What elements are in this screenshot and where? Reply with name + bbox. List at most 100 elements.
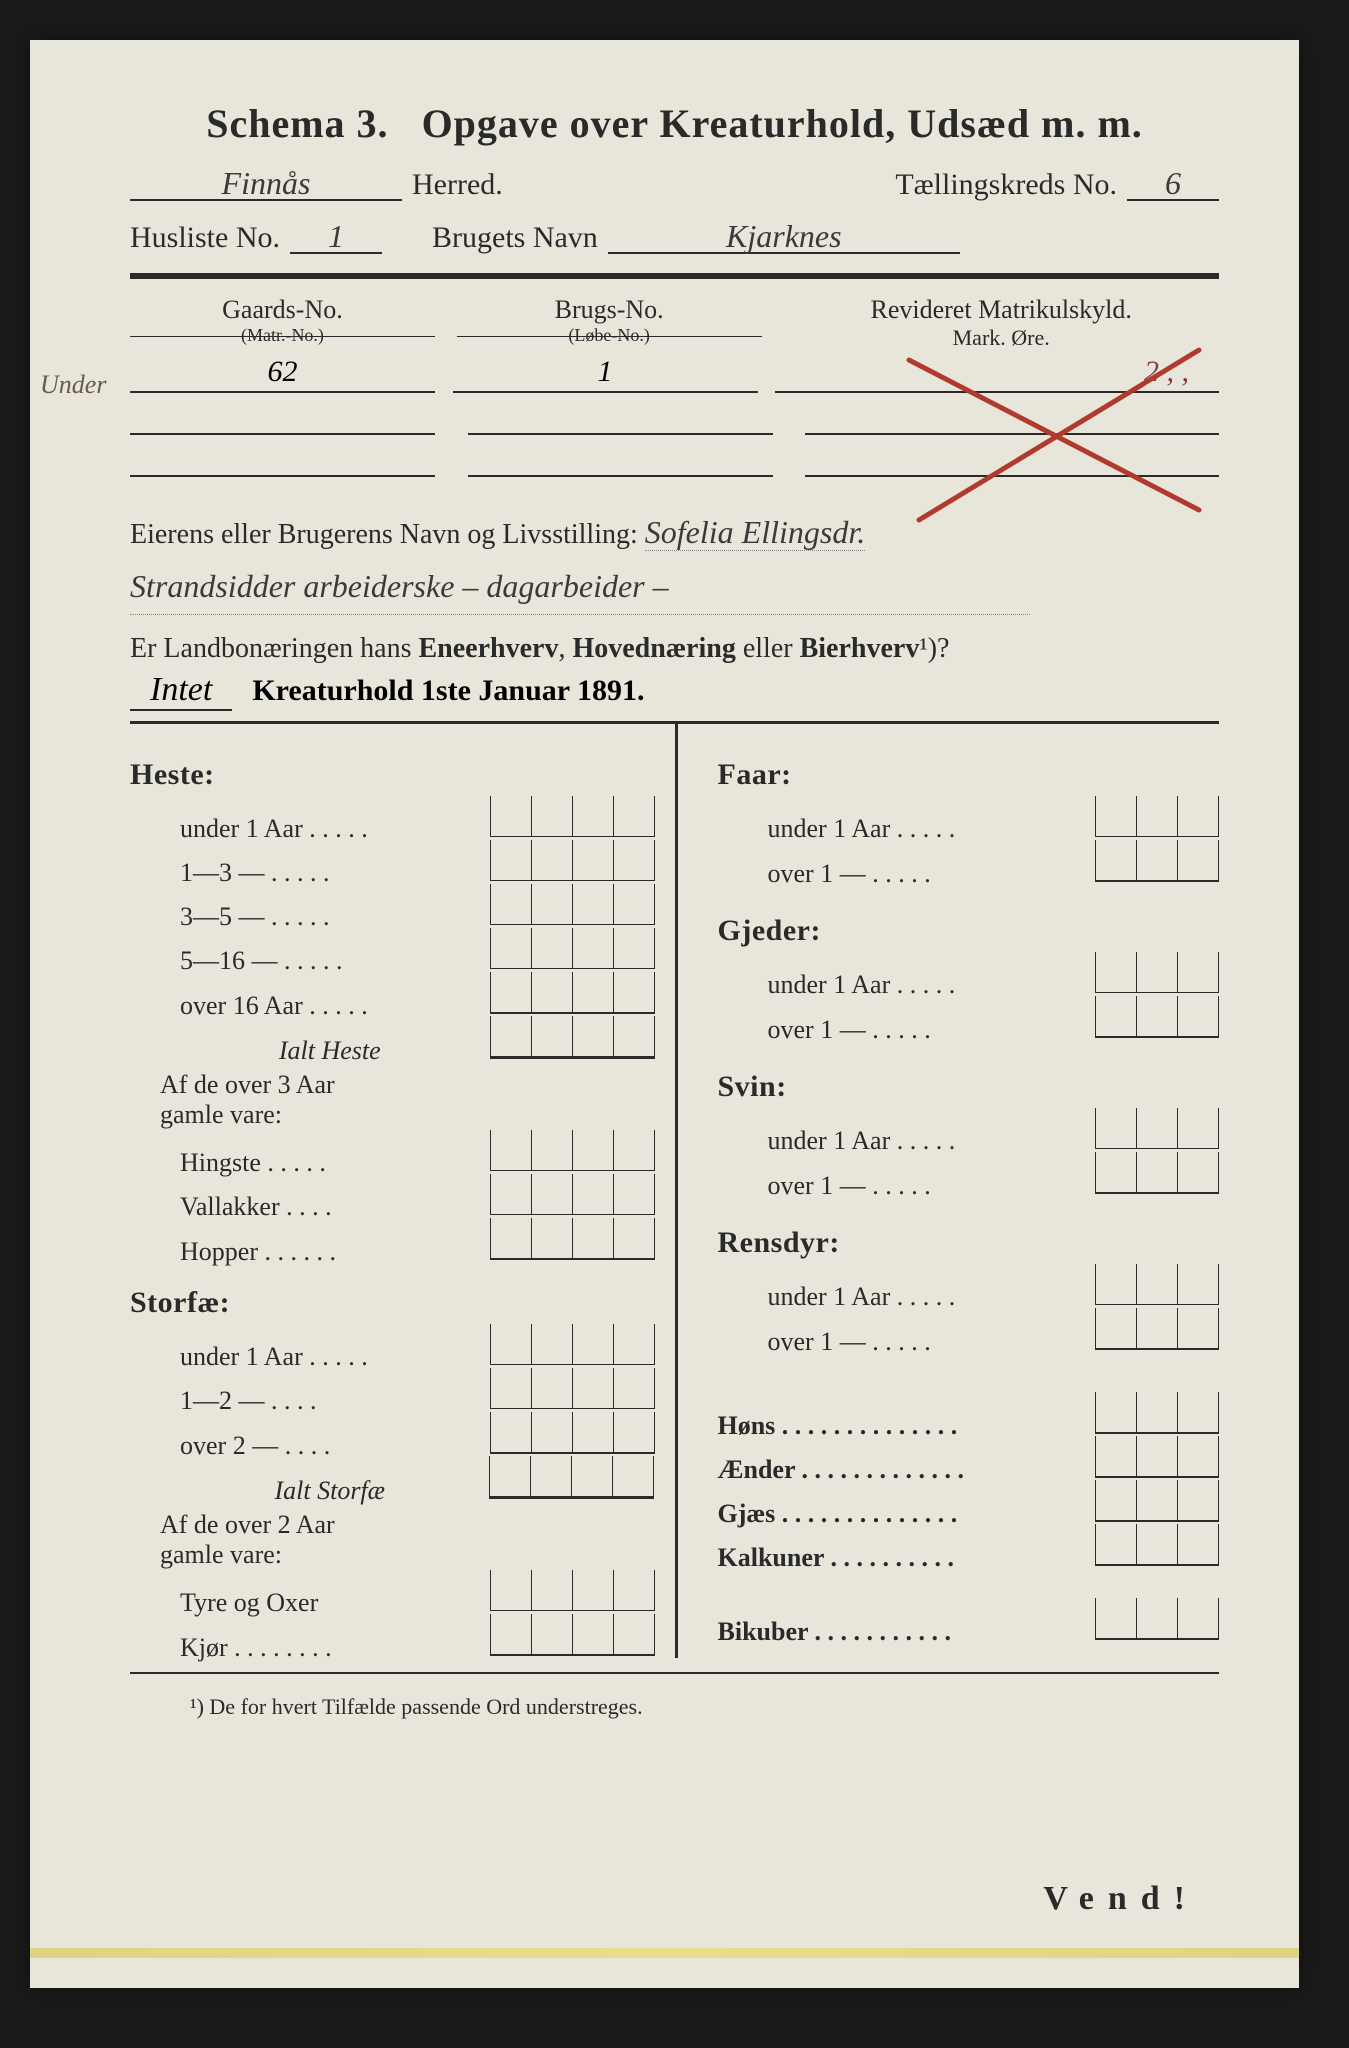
q-mid1: ,: [558, 633, 572, 664]
tally-cells: [490, 796, 655, 836]
tally-cells: [490, 1130, 655, 1170]
table-row: Vallakker . . . .: [130, 1174, 655, 1218]
husliste-label: Husliste No.: [130, 221, 280, 255]
table-row: Bikuber . . . . . . . . . . .: [718, 1598, 1220, 1642]
q-b1: Eneerhverv: [419, 633, 559, 664]
table-row: under 1 Aar . . . . .: [718, 1264, 1220, 1308]
blank-field: [130, 397, 435, 435]
q-mid2: eller: [736, 633, 800, 664]
tally-cells: [1095, 996, 1219, 1036]
row-label: 1—3 — . . . . .: [180, 858, 330, 888]
tally-cells: [490, 1412, 655, 1452]
herred-row: Finnås Herred. Tællingskreds No. 6: [130, 167, 1219, 202]
table-row: Kalkuner . . . . . . . . . .: [718, 1524, 1220, 1568]
owner-label: Eierens eller Brugerens Navn og Livsstil…: [130, 519, 638, 550]
lobe-no-strike: (Løbe-No.): [457, 325, 762, 346]
row-label: under 1 Aar . . . . .: [180, 814, 368, 844]
heste-subhead: Af de over 3 Aar gamle vare:: [130, 1070, 655, 1130]
table-row: Gjæs . . . . . . . . . . . . . .: [718, 1480, 1220, 1524]
storfae-head: Storfæ:: [130, 1286, 655, 1320]
footnote: ¹) De for hvert Tilfælde passende Ord un…: [130, 1694, 1219, 1720]
tally-cells: [1095, 1436, 1219, 1476]
tally-cells: [490, 884, 655, 924]
gaards-col-3: Revideret Matrikulskyld. Mark. Øre.: [783, 295, 1219, 351]
brugets-value: Kjarknes: [608, 220, 960, 254]
row-label: under 1 Aar . . . . .: [768, 1282, 956, 1312]
heste-total-row: Ialt Heste: [130, 1016, 655, 1060]
tally-cells: [490, 1218, 655, 1258]
row-label: under 1 Aar . . . . .: [180, 1342, 368, 1372]
tally-cells: [490, 1324, 655, 1364]
livestock-table: Heste: under 1 Aar . . . . . 1—3 — . . . …: [130, 721, 1219, 1658]
gaards-values-row-1: 62 1 2 , ,: [130, 355, 1219, 393]
tally-cells: [1095, 1108, 1219, 1148]
storfae-subhead: Af de over 2 Aar gamle vare:: [130, 1510, 655, 1570]
q-b3: Bierhverv: [800, 633, 920, 664]
brugs-no-label: Brugs-No.: [457, 295, 762, 325]
margin-annotation: Under: [40, 370, 106, 400]
blank-field: [130, 439, 435, 477]
question-row: Er Landbonæringen hans Eneerhverv, Hoved…: [130, 633, 1219, 665]
table-row: 3—5 — . . . . .: [130, 884, 655, 928]
matrikulskyld-label: Revideret Matrikulskyld.: [783, 295, 1219, 325]
owner-value-2: Strandsidder arbeiderske – dagarbeider –: [130, 559, 1030, 614]
table-row: 5—16 — . . . . .: [130, 928, 655, 972]
row-label: over 16 Aar . . . . .: [180, 991, 368, 1021]
page-title: Schema 3. Opgave over Kreaturhold, Udsæd…: [130, 100, 1219, 147]
tally-cells: [490, 840, 655, 880]
tally-cells: [490, 972, 655, 1012]
row-label: Tyre og Oxer: [180, 1588, 318, 1618]
livestock-right-col: Faar: under 1 Aar . . . . .over 1 — . . …: [675, 724, 1220, 1658]
row-label: Ænder . . . . . . . . . . . . .: [718, 1455, 965, 1485]
tally-cells: [1095, 952, 1219, 992]
title-main: Opgave over Kreaturhold, Udsæd m. m.: [422, 101, 1143, 146]
rensdyr-head: Rensdyr:: [718, 1226, 1220, 1260]
mark-ore-label: Mark. Øre.: [783, 325, 1219, 351]
binding-strip: [30, 1948, 1299, 1958]
document-page: Under Schema 3. Opgave over Kreaturhold,…: [30, 40, 1299, 1988]
row-label: Gjæs . . . . . . . . . . . . . .: [718, 1499, 958, 1529]
tally-cells: [1095, 840, 1219, 880]
brugets-label: Brugets Navn: [432, 221, 598, 255]
schema-number: Schema 3.: [206, 101, 388, 146]
table-row: Hingste . . . . .: [130, 1130, 655, 1174]
herred-label: Herred.: [412, 168, 503, 202]
table-row: over 1 — . . . . .: [718, 840, 1220, 884]
row-label: Kjør . . . . . . . .: [180, 1633, 332, 1663]
table-row: over 16 Aar . . . . .: [130, 972, 655, 1016]
table-row: 1—2 — . . . .: [130, 1368, 655, 1412]
table-row: under 1 Aar . . . . .: [130, 796, 655, 840]
blank-field: [805, 439, 1219, 477]
q-suffix: ¹)?: [919, 633, 949, 664]
faar-head: Faar:: [718, 758, 1220, 792]
storfae-total-label: Ialt Storfæ: [274, 1476, 385, 1506]
tally-cells: [490, 1614, 655, 1654]
tally-cells: [1095, 1598, 1219, 1638]
row-label: under 1 Aar . . . . .: [768, 814, 956, 844]
row-label: over 1 — . . . . .: [768, 859, 931, 889]
table-row: under 1 Aar . . . . .: [718, 796, 1220, 840]
table-row: Hopper . . . . . .: [130, 1218, 655, 1262]
kreatur-answer: Intet: [130, 671, 232, 711]
row-label: under 1 Aar . . . . .: [768, 1126, 956, 1156]
row-label: Hingste . . . . .: [180, 1148, 326, 1178]
taellingskreds-label: Tællingskreds No.: [895, 168, 1117, 202]
row-label: Kalkuner . . . . . . . . . .: [718, 1543, 954, 1573]
tally-cells: [490, 1570, 655, 1610]
husliste-row: Husliste No. 1 Brugets Navn Kjarknes: [130, 220, 1219, 255]
kreatur-row: Intet Kreaturhold 1ste Januar 1891.: [130, 671, 1219, 711]
tally-cells: [490, 1016, 655, 1056]
heste-head: Heste:: [130, 758, 655, 792]
tally-cells: [1095, 1524, 1219, 1564]
storfae-total-row: Ialt Storfæ: [130, 1456, 655, 1500]
blank-field: [468, 439, 773, 477]
row-label: over 2 — . . . .: [180, 1431, 330, 1461]
table-row: over 1 — . . . . .: [718, 996, 1220, 1040]
kreaturhold-title: Kreaturhold 1ste Januar 1891.: [252, 674, 644, 708]
row-label: over 1 — . . . . .: [768, 1015, 931, 1045]
tally-cells: [1095, 1392, 1219, 1432]
row-label: Vallakker . . . .: [180, 1192, 332, 1222]
gaards-values-row-2: [130, 397, 1219, 435]
vend-label: Vend!: [1043, 1880, 1199, 1918]
husliste-value: 1: [290, 220, 382, 254]
